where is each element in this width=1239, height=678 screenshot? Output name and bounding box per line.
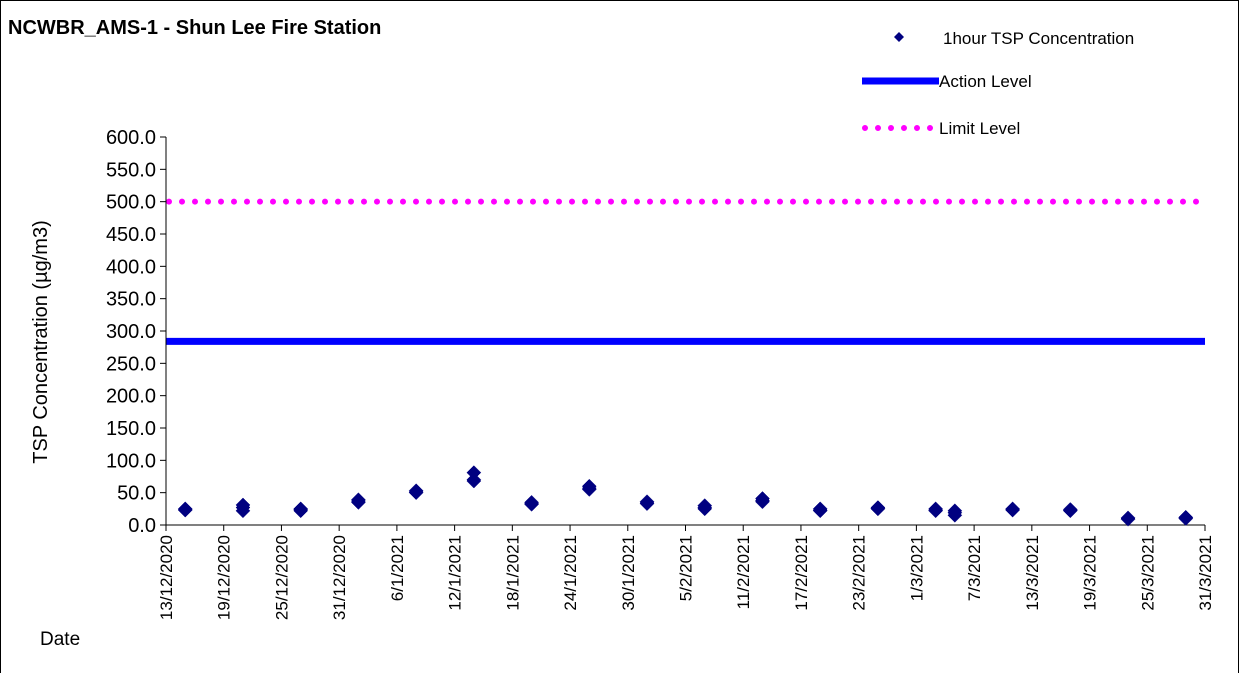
x-tick-label: 30/1/2021 bbox=[619, 535, 638, 611]
tsp-data-point bbox=[293, 502, 309, 517]
tsp-data-point bbox=[1120, 511, 1136, 526]
legend: 1hour TSP Concentration Action Level Limit… bbox=[862, 29, 1134, 138]
tsp-data-point bbox=[1005, 502, 1020, 517]
y-tick-label: 600.0 bbox=[106, 127, 156, 149]
x-tick-label: 11/2/2021 bbox=[734, 535, 753, 609]
y-tick-label: 400.0 bbox=[106, 256, 156, 278]
y-tick-label: 100.0 bbox=[106, 450, 156, 472]
chart-title: NCWBR_AMS-1 - Shun Lee Fire Station bbox=[8, 17, 381, 39]
tsp-data-point bbox=[177, 502, 193, 517]
x-tick-label: 25/3/2021 bbox=[1138, 535, 1157, 611]
x-tick-label: 19/12/2020 bbox=[215, 535, 234, 620]
x-axis-label: Date bbox=[40, 629, 80, 650]
plot-area: 0.0 50.0 100.0 150.0 200.0 250.0 300.0 350.0 400… bbox=[106, 127, 1215, 620]
y-tick-label: 250.0 bbox=[106, 353, 156, 375]
tsp-data-point bbox=[947, 505, 963, 521]
y-tick-label: 50.0 bbox=[117, 483, 156, 505]
x-tick-label: 17/2/2021 bbox=[792, 535, 811, 611]
tsp-data-point bbox=[755, 493, 770, 508]
tsp-data-point bbox=[466, 472, 482, 488]
legend-label-limit: Limit Level bbox=[939, 119, 1020, 138]
x-tick-label: 19/3/2021 bbox=[1081, 535, 1100, 611]
legend-marker-tsp bbox=[894, 32, 904, 42]
y-axis-label: TSP Concentration (µg/m3) bbox=[30, 220, 52, 463]
x-tick-label: 18/1/2021 bbox=[503, 535, 522, 611]
x-tick-label: 5/2/2021 bbox=[677, 535, 696, 601]
x-tick-label: 6/1/2021 bbox=[388, 535, 407, 601]
tsp-data-point bbox=[697, 500, 713, 515]
x-tick-label: 13/3/2021 bbox=[1023, 535, 1042, 611]
tsp-data-point bbox=[235, 500, 251, 515]
x-tick-label: 24/1/2021 bbox=[561, 535, 580, 611]
y-tick-label: 550.0 bbox=[106, 159, 156, 181]
tsp-data-point bbox=[1062, 502, 1078, 518]
y-tick-label: 350.0 bbox=[106, 289, 156, 311]
tsp-data-point bbox=[1178, 510, 1194, 526]
x-tick-label: 31/12/2020 bbox=[330, 535, 349, 620]
tsp-data-point bbox=[351, 493, 366, 509]
y-tick-label: 300.0 bbox=[106, 321, 156, 343]
tsp-data-point bbox=[639, 495, 655, 511]
tsp-data-point bbox=[524, 496, 539, 512]
x-tick-label: 12/1/2021 bbox=[446, 535, 465, 611]
x-tick-label: 13/12/2020 bbox=[157, 535, 176, 620]
tsp-data-point bbox=[870, 500, 886, 516]
axes-layer: 0.0 50.0 100.0 150.0 200.0 250.0 300.0 350.0 400… bbox=[106, 127, 1215, 620]
legend-label-tsp: 1hour TSP Concentration bbox=[943, 29, 1134, 48]
tsp-data-point bbox=[812, 502, 828, 518]
tsp-data-point bbox=[408, 484, 424, 500]
y-tick-label: 150.0 bbox=[106, 418, 156, 440]
y-tick-label: 450.0 bbox=[106, 224, 156, 246]
tsp-data-point bbox=[928, 502, 943, 518]
y-tick-label: 500.0 bbox=[106, 192, 156, 214]
tsp-data-point bbox=[581, 480, 597, 496]
x-tick-label: 31/3/2021 bbox=[1196, 535, 1215, 611]
x-tick-label: 7/3/2021 bbox=[965, 535, 984, 601]
x-tick-label: 23/2/2021 bbox=[850, 535, 869, 611]
legend-label-action: Action Level bbox=[939, 72, 1032, 91]
x-tick-label: 1/3/2021 bbox=[907, 535, 926, 601]
y-tick-label: 200.0 bbox=[106, 386, 156, 408]
x-tick-label: 25/12/2020 bbox=[272, 535, 291, 620]
tsp-points-layer bbox=[177, 465, 1194, 527]
y-tick-label: 0.0 bbox=[128, 515, 156, 537]
